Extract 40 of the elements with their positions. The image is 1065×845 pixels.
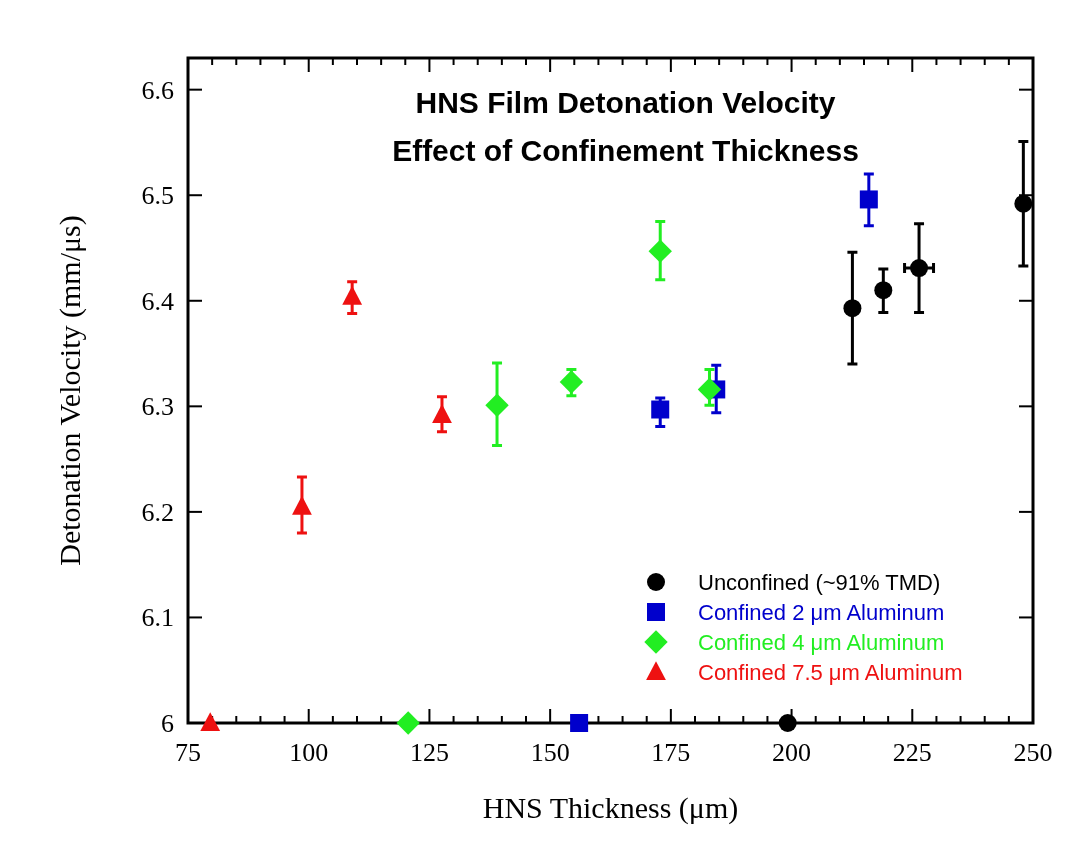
y-tick-label: 6 (161, 709, 174, 738)
y-tick-label: 6.6 (141, 75, 174, 105)
y-axis-title: Detonation Velocity (mm/μs) (53, 215, 87, 566)
x-tick-label: 225 (892, 738, 932, 767)
y-tick-label: 6.2 (141, 497, 174, 527)
x-tick-label: 175 (651, 738, 691, 767)
legend-label: Confined 7.5 μm Aluminum (698, 660, 963, 685)
point (651, 400, 670, 419)
point (200, 712, 221, 732)
x-tick-label: 250 (1013, 738, 1053, 767)
y-tick-label: 6.1 (141, 603, 174, 633)
point (910, 259, 929, 278)
point (778, 714, 797, 732)
legend-label: Confined 4 μm Aluminum (698, 630, 945, 655)
text: HNS Film Detonation Velocity (415, 86, 836, 119)
x-tick-label: 150 (530, 738, 570, 767)
point (559, 370, 584, 394)
point (342, 285, 363, 305)
y-tick-label: 6.3 (141, 392, 174, 422)
point (396, 711, 420, 735)
y-tick-label: 6.4 (141, 286, 174, 316)
x-tick-label: 200 (772, 738, 812, 767)
x-tick-label: 75 (175, 738, 201, 767)
point (859, 190, 878, 209)
point (874, 281, 893, 300)
text: Effect of Confinement Thickness (392, 134, 859, 167)
point (648, 239, 672, 263)
x-tick-label: 100 (289, 738, 329, 767)
x-tick-label: 125 (409, 738, 449, 767)
y-tick-label: 6.5 (141, 181, 174, 211)
legend-label: Confined 2 μm Aluminum (698, 600, 945, 625)
legend-label: Unconfined (~91% TMD) (698, 570, 941, 595)
point (843, 299, 862, 318)
point (570, 714, 589, 732)
x-axis-title: HNS Thickness (μm) (482, 791, 739, 825)
point (485, 393, 509, 417)
point (432, 403, 452, 423)
point (1014, 194, 1033, 213)
point (292, 495, 312, 515)
point (697, 377, 722, 402)
